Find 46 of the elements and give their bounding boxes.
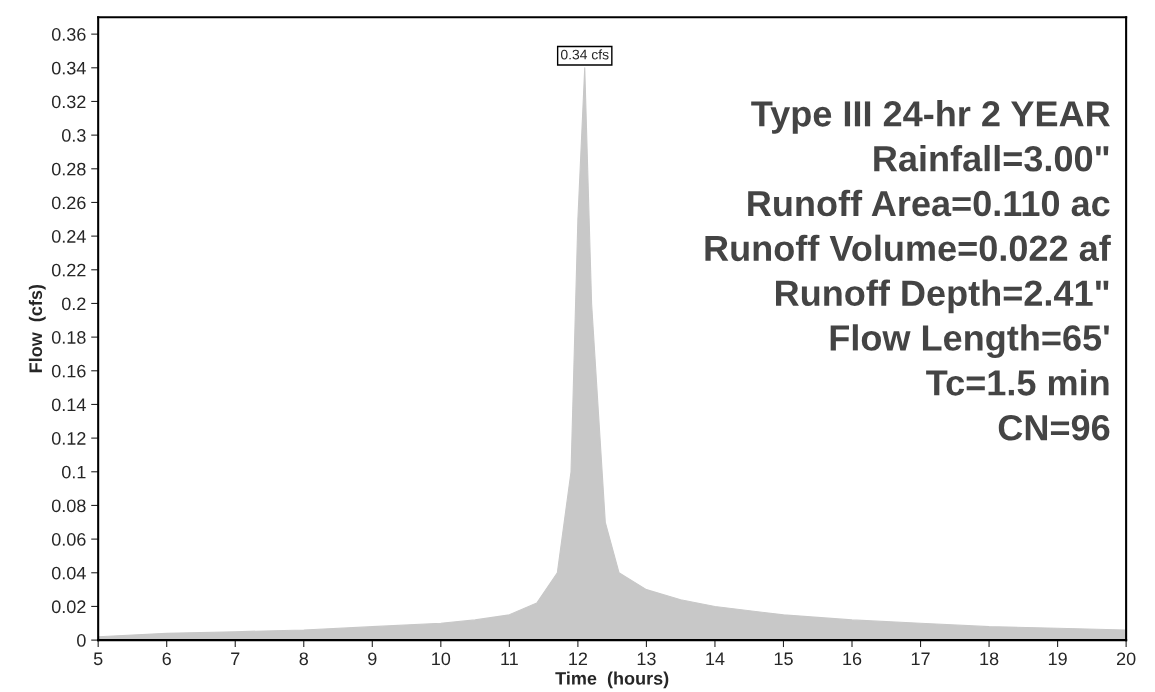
x-tick-label: 5: [93, 652, 103, 666]
annotation: Runoff Depth=2.41": [776, 279, 1109, 314]
y-tick-label: 0.36: [51, 28, 86, 41]
x-tick-label: 12: [569, 652, 588, 665]
y-tick-label: 0.28: [51, 162, 86, 176]
annotation: CN=96: [998, 414, 1110, 441]
y-tick-label: 0.3: [61, 129, 86, 142]
x-tick-label: 18: [980, 652, 999, 666]
annotation: Runoff Area=0.110 ac: [748, 189, 1110, 217]
x-tick-label: 14: [706, 652, 725, 665]
x-tick-label: 19: [1048, 652, 1067, 666]
x-tick-label: 15: [774, 652, 793, 666]
annotation: Type III 24-hr 2 YEAR: [751, 100, 1110, 134]
y-tick-label: 0.04: [51, 566, 86, 580]
x-tick-label: 7: [231, 652, 240, 665]
x-tick-label: 13: [637, 652, 656, 666]
y-tick-label: 0.16: [51, 364, 86, 378]
annotation: Flow Length=65': [830, 324, 1109, 359]
y-tick-label: 0.2: [61, 297, 86, 311]
y-tick-label: 0: [77, 634, 86, 647]
annotation: Tc=1.5 min: [926, 369, 1109, 396]
x-tick-label: 16: [843, 652, 862, 666]
y-tick-label: 0.1: [61, 465, 86, 479]
y-tick-label: 0.32: [51, 95, 86, 109]
x-tick-label: 20: [1116, 652, 1136, 666]
annotation: 0.34 cfs: [560, 49, 609, 60]
x-tick-label: 10: [432, 652, 451, 666]
y-tick-label: 0.22: [51, 263, 86, 277]
x-tick-label: 6: [162, 652, 171, 666]
y-tick-label: 0.12: [51, 432, 86, 445]
y-tick-label: 0.06: [51, 533, 86, 546]
y-tick-label: 0.14: [51, 398, 86, 412]
y-tick-label: 0.34: [51, 61, 86, 75]
x-axis-title: Time (hours): [555, 671, 669, 689]
annotation: Runoff Volume=0.022 af: [705, 234, 1111, 262]
y-tick-label: 0.24: [51, 230, 86, 243]
x-tick-label: 17: [911, 652, 930, 665]
annotation: Rainfall=3.00": [874, 144, 1109, 172]
x-tick-label: 9: [368, 652, 377, 666]
y-tick-label: 0.26: [51, 196, 86, 210]
y-tick-label: 0.18: [51, 331, 86, 344]
x-tick-label: 11: [501, 652, 518, 665]
x-tick-label: 8: [299, 652, 308, 666]
y-tick-label: 0.02: [51, 600, 86, 614]
y-tick-label: 0.08: [51, 499, 86, 513]
y-axis-title: Flow (cfs): [28, 284, 46, 373]
